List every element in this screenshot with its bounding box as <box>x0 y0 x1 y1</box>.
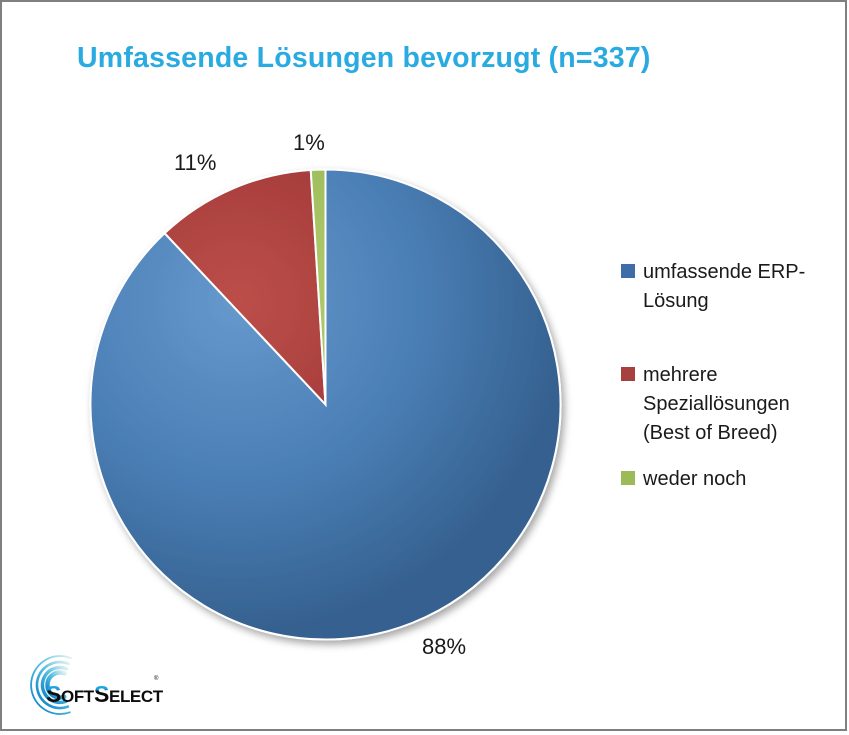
svg-text:ELECT: ELECT <box>109 687 164 706</box>
svg-text:OFT: OFT <box>61 687 95 706</box>
svg-text:®: ® <box>154 675 159 682</box>
svg-text:S: S <box>46 681 61 707</box>
svg-text:S: S <box>94 681 109 707</box>
